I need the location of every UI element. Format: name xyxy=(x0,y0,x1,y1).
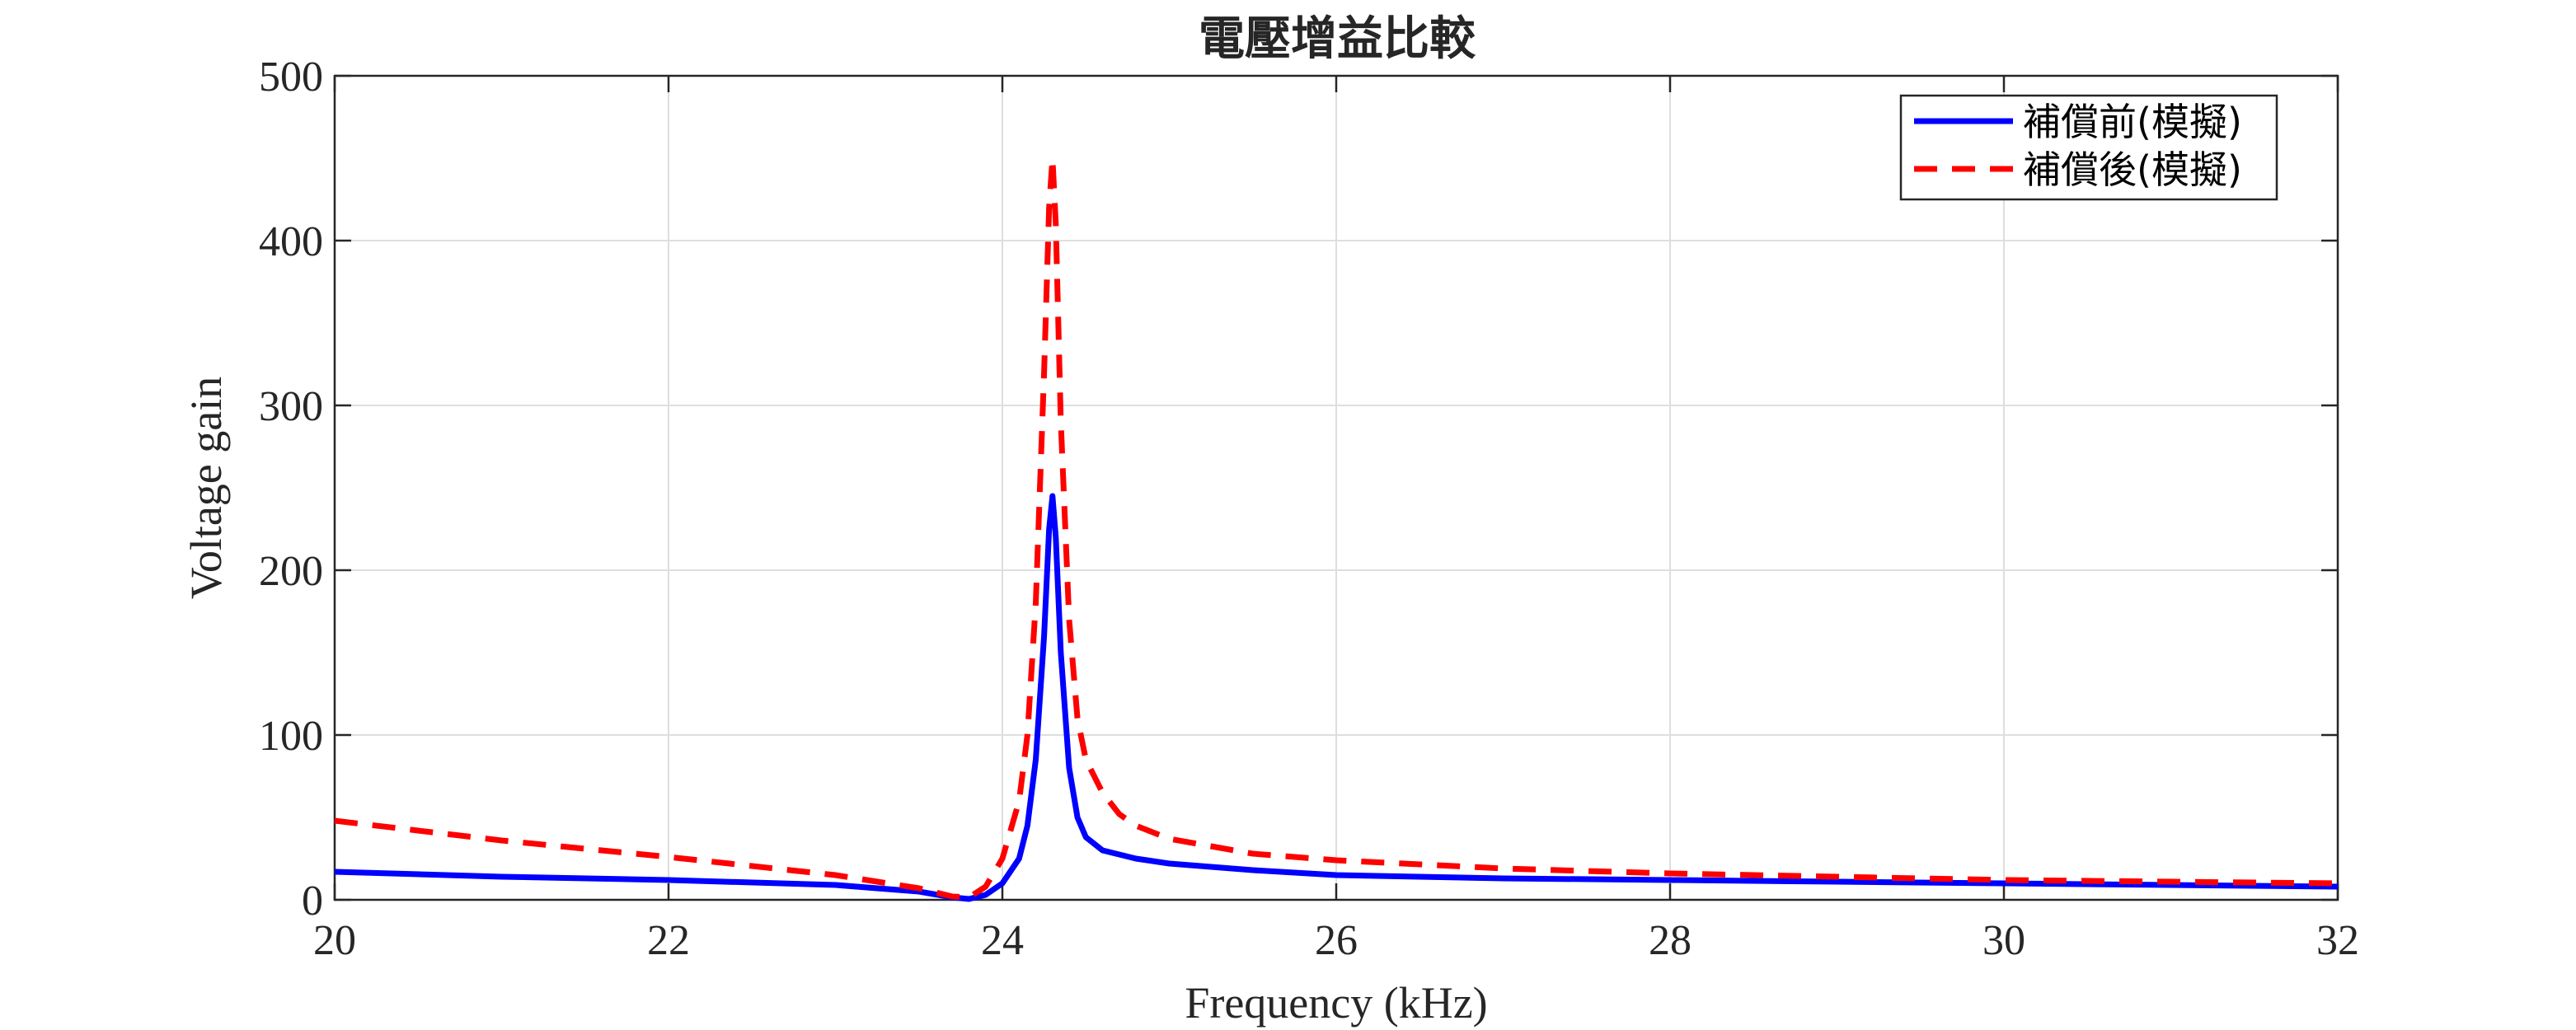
chart-title: 電壓增益比較 xyxy=(1199,12,1476,66)
x-tick-label: 26 xyxy=(1315,917,1358,964)
x-tick-label: 28 xyxy=(1649,917,1692,964)
y-axis-label: Voltage gain xyxy=(181,377,231,599)
y-axis-ticks: 0 100 200 300 400 500 xyxy=(259,54,2338,925)
x-axis-label: Frequency (kHz) xyxy=(1185,978,1487,1028)
x-tick-label: 32 xyxy=(2316,917,2359,964)
y-tick-label: 500 xyxy=(259,54,323,101)
legend: 補償前(模擬) 補償後(模擬) xyxy=(1899,94,2278,201)
series-line-2 xyxy=(334,155,2339,901)
x-tick-label: 20 xyxy=(313,917,356,964)
y-tick-label: 300 xyxy=(259,383,323,430)
x-tick-label: 30 xyxy=(1982,917,2025,964)
legend-label-series-2: 補償後(模擬) xyxy=(2023,147,2242,192)
y-tick-label: 100 xyxy=(259,713,323,760)
y-tick-label: 0 xyxy=(302,878,323,925)
legend-label-series-1: 補償前(模擬) xyxy=(2023,100,2242,144)
x-tick-label: 22 xyxy=(647,917,690,964)
x-tick-label: 24 xyxy=(981,917,1024,964)
y-tick-label: 400 xyxy=(259,218,323,265)
legend-box xyxy=(1899,94,2278,201)
x-axis-ticks: 20 22 24 26 28 30 32 xyxy=(313,76,2359,964)
y-tick-label: 200 xyxy=(259,548,323,595)
series-lines xyxy=(334,155,2339,902)
